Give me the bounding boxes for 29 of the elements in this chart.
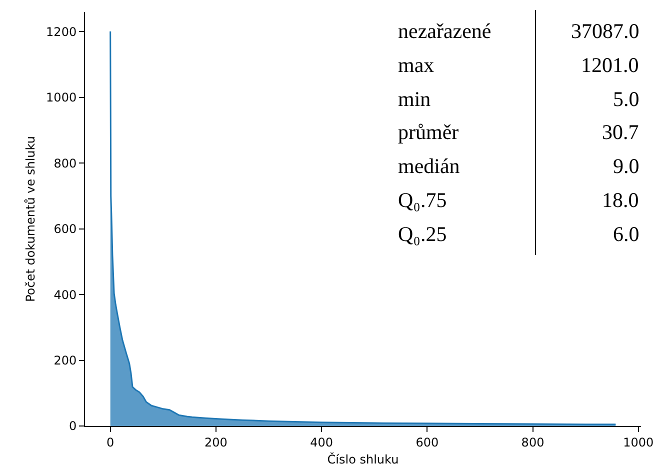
x-tick-label: 800 <box>521 435 544 450</box>
annotation: 37087.0 <box>571 19 640 43</box>
annotation: nezařazené <box>398 19 492 43</box>
x-tick-label: 1000 <box>623 435 654 450</box>
annotation: Q₀.25 <box>398 222 447 246</box>
annotation: medián <box>398 154 460 178</box>
annotation: 18.0 <box>602 188 639 212</box>
y-tick-label: 600 <box>54 222 77 236</box>
annotation: 9.0 <box>613 154 640 178</box>
x-tick-label: 400 <box>310 435 334 450</box>
y-tick-label: 400 <box>54 288 77 302</box>
x-tick-label: 0 <box>106 435 114 450</box>
x-axis-title: Číslo shluku <box>327 451 399 466</box>
x-tick-label: 200 <box>204 435 228 450</box>
annotation: 30.7 <box>602 120 639 144</box>
y-tick-label: 800 <box>54 156 77 170</box>
annotation: min <box>398 87 432 111</box>
y-tick-label: 1000 <box>46 90 77 105</box>
annotation: 6.0 <box>613 222 640 246</box>
y-tick-label: 200 <box>54 353 77 368</box>
annotation: 5.0 <box>613 87 640 111</box>
y-axis-title: Počet dokumentů ve shluku <box>23 136 38 302</box>
annotation: max <box>398 53 435 77</box>
annotation: Q₀.75 <box>398 188 447 212</box>
annotation: 1201.0 <box>581 53 639 77</box>
y-tick-label: 1200 <box>46 24 77 39</box>
annotation: průměr <box>398 120 459 144</box>
x-tick-label: 600 <box>416 435 439 450</box>
y-tick-label: 0 <box>68 419 77 434</box>
